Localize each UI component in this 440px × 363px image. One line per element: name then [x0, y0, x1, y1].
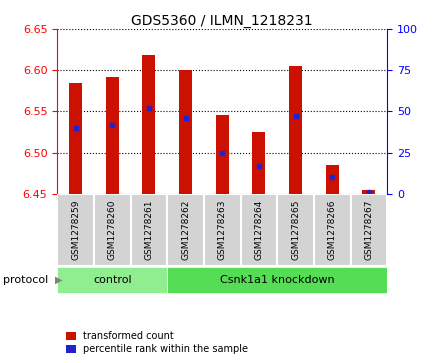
Bar — [216, 115, 229, 194]
FancyBboxPatch shape — [351, 194, 387, 266]
FancyBboxPatch shape — [204, 194, 241, 266]
FancyBboxPatch shape — [57, 194, 94, 266]
Text: GSM1278261: GSM1278261 — [144, 199, 154, 260]
Bar — [363, 189, 375, 194]
Legend: transformed count, percentile rank within the sample: transformed count, percentile rank withi… — [62, 327, 252, 358]
Text: protocol: protocol — [3, 275, 48, 285]
Text: GSM1278267: GSM1278267 — [364, 199, 374, 260]
Bar — [179, 70, 192, 194]
Text: GSM1278264: GSM1278264 — [254, 200, 264, 260]
FancyBboxPatch shape — [277, 194, 314, 266]
Text: GSM1278265: GSM1278265 — [291, 199, 300, 260]
FancyBboxPatch shape — [314, 194, 351, 266]
Bar — [289, 66, 302, 194]
Bar — [143, 56, 155, 194]
FancyBboxPatch shape — [94, 194, 131, 266]
Text: control: control — [93, 275, 132, 285]
FancyBboxPatch shape — [131, 194, 167, 266]
Bar — [69, 82, 82, 194]
Bar — [253, 132, 265, 194]
Text: ▶: ▶ — [55, 275, 62, 285]
Text: GSM1278260: GSM1278260 — [108, 199, 117, 260]
FancyBboxPatch shape — [241, 194, 277, 266]
FancyBboxPatch shape — [57, 267, 167, 293]
Text: GSM1278266: GSM1278266 — [328, 199, 337, 260]
Text: GSM1278263: GSM1278263 — [218, 199, 227, 260]
Bar — [106, 77, 119, 194]
Text: GSM1278259: GSM1278259 — [71, 199, 80, 260]
Title: GDS5360 / ILMN_1218231: GDS5360 / ILMN_1218231 — [132, 14, 313, 28]
Text: GSM1278262: GSM1278262 — [181, 200, 190, 260]
FancyBboxPatch shape — [167, 194, 204, 266]
Bar — [326, 165, 339, 194]
Text: Csnk1a1 knockdown: Csnk1a1 knockdown — [220, 275, 334, 285]
FancyBboxPatch shape — [167, 267, 387, 293]
